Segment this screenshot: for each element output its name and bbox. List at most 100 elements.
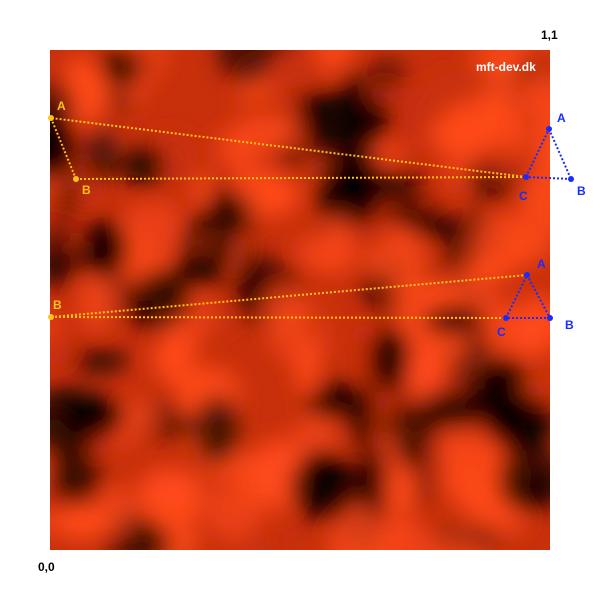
points	[48, 115, 574, 321]
texture-blob	[369, 141, 404, 169]
upper-yellow-point-b	[73, 176, 79, 182]
texture-blob	[518, 165, 550, 235]
texture-blob	[156, 315, 199, 371]
texture-blob	[236, 541, 271, 550]
texture-blob	[329, 506, 389, 550]
texture-blob	[277, 50, 322, 87]
texture-blobs	[50, 50, 550, 550]
texture-blob	[315, 158, 383, 229]
watermark-text: mft-dev.dk	[476, 60, 536, 74]
upper-yellow-point-a	[48, 115, 54, 121]
texture-blob	[486, 156, 539, 178]
texture-blob	[389, 488, 411, 550]
texture-blob	[273, 50, 291, 53]
texture-blob	[474, 81, 520, 146]
texture-blob	[385, 206, 450, 228]
upper-blue-label-b: B	[577, 184, 586, 198]
upper-blue-point-a	[546, 126, 552, 132]
texture-blob	[169, 255, 227, 288]
texture-blob	[262, 287, 310, 339]
texture-blob	[422, 306, 489, 334]
lower-blue-label-a: A	[537, 257, 546, 271]
upper-yellow-edge-bc	[75, 176, 527, 180]
texture-blob	[120, 200, 186, 257]
texture-blob	[278, 146, 302, 170]
texture-blob	[50, 81, 75, 132]
texture-blob	[498, 447, 550, 514]
lower-yellow-point-b	[48, 314, 54, 320]
upper-blue-edge-bc	[525, 176, 572, 180]
texture-blob	[434, 528, 486, 550]
texture-blob	[400, 85, 428, 156]
texture-blob	[52, 504, 113, 540]
texture-blob	[369, 328, 411, 393]
texture-blob	[205, 235, 234, 266]
texture-blob	[477, 290, 506, 342]
lower-blue-label-c: C	[497, 325, 506, 339]
texture-blob	[544, 303, 550, 340]
upper-blue-triangle	[525, 128, 572, 180]
upper-yellow-label-b: B	[82, 183, 91, 197]
texture-blob	[62, 395, 125, 437]
corner-label-top-right: 1,1	[541, 28, 558, 42]
texture-blob	[380, 223, 425, 295]
texture-blob	[452, 482, 495, 516]
texture-blob	[50, 333, 72, 367]
lower-blue-edge-ab	[526, 274, 551, 319]
texture-blob	[210, 181, 232, 228]
upper-blue-edge-ca	[525, 128, 550, 178]
texture-blob	[215, 123, 266, 172]
texture-blob	[207, 483, 260, 541]
corner-label-bottom-left: 0,0	[38, 560, 55, 574]
texture-blob	[421, 439, 446, 496]
texture-blob	[295, 89, 346, 122]
texture-blob	[194, 396, 240, 465]
texture-blob	[358, 444, 386, 515]
texture-blob	[50, 451, 103, 504]
texture-blob	[312, 50, 355, 76]
texture-blob	[131, 50, 159, 81]
upper-yellow-edge-ab	[50, 117, 77, 180]
texture-blob	[473, 212, 535, 274]
upper-blue-edge-ab	[548, 128, 572, 180]
texture-blob	[291, 453, 359, 522]
texture-blob	[50, 316, 92, 338]
lower-blue-point-b	[547, 315, 553, 321]
lower-blue-label-b: B	[565, 318, 574, 332]
upper-blue-label-c: C	[519, 189, 528, 203]
texture-blob	[234, 97, 299, 119]
upper-blue-label-a: A	[557, 111, 566, 125]
texture-blob	[418, 388, 487, 429]
point-labels: A B A B C B A B C	[53, 99, 586, 339]
texture-blob	[77, 271, 121, 330]
texture-blob	[324, 213, 355, 276]
texture-blob	[121, 144, 165, 187]
texture-blob	[50, 253, 86, 274]
lower-blue-triangle	[505, 274, 551, 319]
lower-yellow-label-b: B	[53, 298, 62, 312]
lower-blue-point-a	[524, 272, 530, 278]
upper-yellow-label-a: A	[57, 99, 66, 113]
texture-blob	[237, 246, 263, 310]
lower-blue-point-c	[503, 315, 509, 321]
texture-blob	[509, 309, 547, 362]
texture-blob	[70, 348, 129, 374]
texture-blob	[469, 50, 529, 82]
upper-yellow-triangle	[50, 117, 527, 180]
upper-blue-point-c	[523, 174, 529, 180]
noise-texture	[50, 50, 550, 550]
texture-blob	[82, 128, 122, 183]
texture-blob	[81, 218, 128, 278]
texture-blob	[363, 62, 408, 88]
texture-blob	[523, 74, 550, 124]
texture-blob	[256, 179, 301, 215]
texture-blob	[218, 50, 275, 85]
texture-blob	[302, 388, 366, 420]
texture-blob	[492, 396, 513, 444]
upper-blue-point-b	[568, 176, 574, 182]
texture-blob	[50, 117, 76, 180]
texture-blob	[406, 343, 447, 405]
texture-blob	[294, 333, 322, 401]
